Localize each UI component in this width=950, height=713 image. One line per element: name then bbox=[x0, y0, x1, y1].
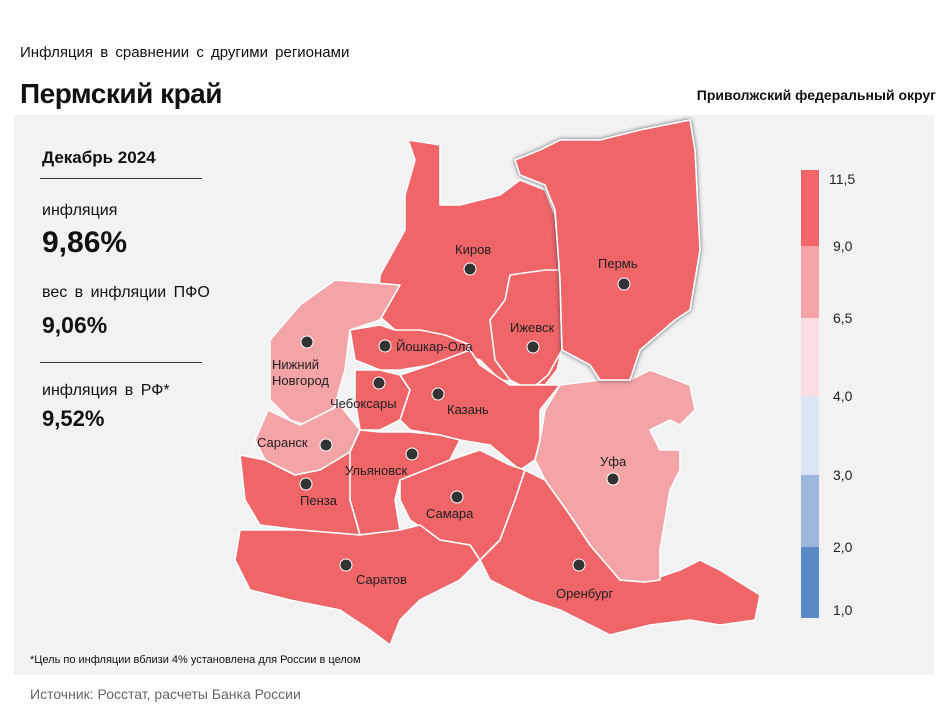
weight-label: вес в инфляции ПФО bbox=[42, 284, 210, 301]
city-marker-orenburg[interactable] bbox=[572, 558, 586, 572]
city-marker-nn[interactable] bbox=[300, 335, 314, 349]
regions bbox=[234, 119, 761, 646]
city-marker-kirov[interactable] bbox=[463, 262, 477, 276]
inflation-value: 9,86% bbox=[42, 226, 128, 259]
district-label: Приволжский федеральный округ bbox=[696, 87, 936, 103]
city-label: Оренбург bbox=[556, 586, 613, 601]
city-markers bbox=[299, 262, 631, 572]
legend-tick: 4,0 bbox=[833, 388, 853, 404]
period-label: Декабрь 2024 bbox=[42, 148, 156, 167]
legend-tick: 9,0 bbox=[833, 238, 853, 254]
footnote: *Цель по инфляции вблизи 4% установлена … bbox=[30, 654, 361, 666]
city-labels: Киров Пермь Ижевск Нижний Новгород Йошка… bbox=[257, 242, 638, 601]
city-marker-ulyanovsk[interactable] bbox=[405, 447, 419, 461]
weight-value: 9,06% bbox=[42, 312, 108, 338]
city-label: Ульяновск bbox=[345, 463, 407, 478]
city-label: Уфа bbox=[600, 454, 627, 469]
legend-tick: 2,0 bbox=[833, 539, 853, 555]
city-label: Киров bbox=[455, 242, 491, 257]
region-perm[interactable] bbox=[514, 119, 701, 381]
city-label: Йошкар-Ола bbox=[396, 339, 473, 354]
city-marker-penza[interactable] bbox=[299, 477, 313, 491]
legend-tick: 6,5 bbox=[833, 310, 853, 326]
color-legend: 11,5 9,0 6,5 4,0 3,0 2,0 1,0 bbox=[801, 170, 855, 618]
divider bbox=[40, 362, 202, 363]
legend-swatch bbox=[801, 547, 819, 618]
city-label: Саратов bbox=[356, 572, 407, 587]
legend-tick: 11,5 bbox=[829, 171, 855, 187]
legend-swatch bbox=[801, 475, 819, 547]
legend-swatch bbox=[801, 246, 819, 318]
city-marker-samara[interactable] bbox=[450, 490, 464, 504]
inflation-label: инфляция bbox=[42, 202, 118, 219]
city-marker-kazan[interactable] bbox=[431, 387, 445, 401]
source: Источник: Росстат, расчеты Банка России bbox=[30, 686, 301, 702]
region-orenburg[interactable] bbox=[479, 469, 761, 636]
city-marker-saransk[interactable] bbox=[319, 438, 333, 452]
subtitle: Инфляция в сравнении с другими регионами bbox=[20, 44, 350, 61]
legend-tick: 1,0 bbox=[833, 602, 853, 618]
rf-inflation-value: 9,52% bbox=[42, 406, 105, 431]
legend-swatch bbox=[801, 170, 819, 246]
region-penza[interactable] bbox=[239, 451, 361, 536]
city-label: Пенза bbox=[300, 493, 338, 508]
rf-inflation-label: инфляция в РФ* bbox=[42, 382, 170, 399]
legend-tick: 3,0 bbox=[833, 467, 853, 483]
city-label: Чебоксары bbox=[330, 396, 397, 411]
city-label: Новгород bbox=[272, 373, 329, 388]
city-label: Казань bbox=[447, 402, 489, 417]
region-saratov[interactable] bbox=[234, 524, 481, 646]
city-marker-ufa[interactable] bbox=[606, 472, 620, 486]
city-marker-saratov[interactable] bbox=[339, 558, 353, 572]
region-nizhny-novgorod[interactable] bbox=[269, 279, 401, 431]
city-label: Самара bbox=[426, 506, 474, 521]
legend-swatch bbox=[801, 318, 819, 396]
city-marker-cheboksary[interactable] bbox=[372, 376, 386, 390]
divider bbox=[40, 178, 202, 179]
city-marker-yoshkar-ola[interactable] bbox=[378, 339, 392, 353]
city-marker-perm[interactable] bbox=[617, 277, 631, 291]
page-title: Пермский край bbox=[20, 78, 222, 109]
city-label: Саранск bbox=[257, 435, 308, 450]
city-label: Нижний bbox=[272, 357, 319, 372]
city-label: Ижевск bbox=[510, 320, 555, 335]
city-marker-izhevsk[interactable] bbox=[526, 340, 540, 354]
legend-swatch bbox=[801, 396, 819, 475]
city-label: Пермь bbox=[598, 256, 638, 271]
